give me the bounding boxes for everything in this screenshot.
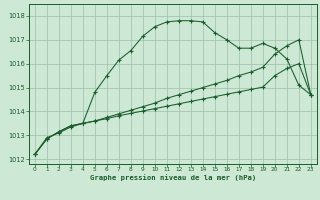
- X-axis label: Graphe pression niveau de la mer (hPa): Graphe pression niveau de la mer (hPa): [90, 175, 256, 181]
